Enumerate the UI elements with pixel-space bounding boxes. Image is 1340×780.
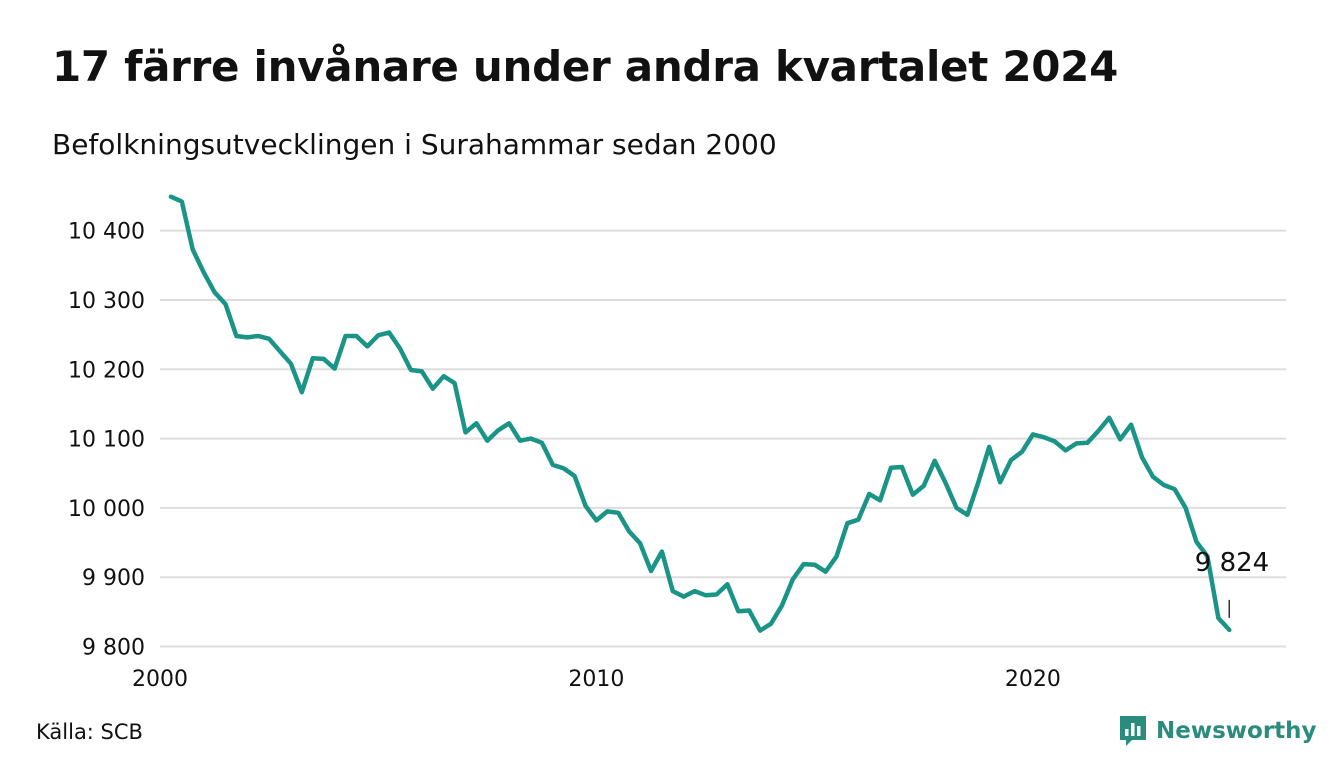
- x-axis-ticks: 2000 2010 2020: [132, 667, 1061, 692]
- y-tick-label: 10 200: [68, 358, 145, 383]
- x-tick-label: 2020: [1005, 667, 1061, 692]
- y-tick-label: 9 900: [82, 566, 145, 591]
- chart-title: 17 färre invånare under andra kvartalet …: [52, 42, 1119, 91]
- y-axis-ticks: 9 800 9 900 10 000 10 100 10 200 10 300 10 400: [68, 220, 145, 661]
- x-tick-label: 2010: [568, 667, 624, 692]
- x-tick-label: 2000: [132, 667, 188, 692]
- y-tick-label: 10 100: [68, 428, 145, 453]
- gridlines: [160, 229, 1286, 648]
- series-population: [168, 194, 1232, 633]
- newsworthy-icon: [1120, 716, 1146, 746]
- series-line: [168, 194, 1232, 633]
- line-chart: 9 800 9 900 10 000 10 100 10 200 10 300 10 400…: [68, 194, 1286, 692]
- y-tick-label: 10 300: [68, 289, 145, 314]
- y-tick-label: 10 000: [68, 497, 145, 522]
- chart-subtitle: Befolkningsutvecklingen i Surahammar sed…: [52, 128, 777, 161]
- last-value-label: 9 824: [1195, 548, 1269, 578]
- source-note: Källa: SCB: [36, 720, 143, 744]
- brand-name: Newsworthy: [1156, 718, 1317, 744]
- last-value-annotation: 9 824: [1195, 548, 1269, 618]
- y-tick-label: 9 800: [82, 636, 145, 661]
- y-tick-label: 10 400: [68, 220, 145, 245]
- newsworthy-logo: Newsworthy: [1118, 714, 1317, 748]
